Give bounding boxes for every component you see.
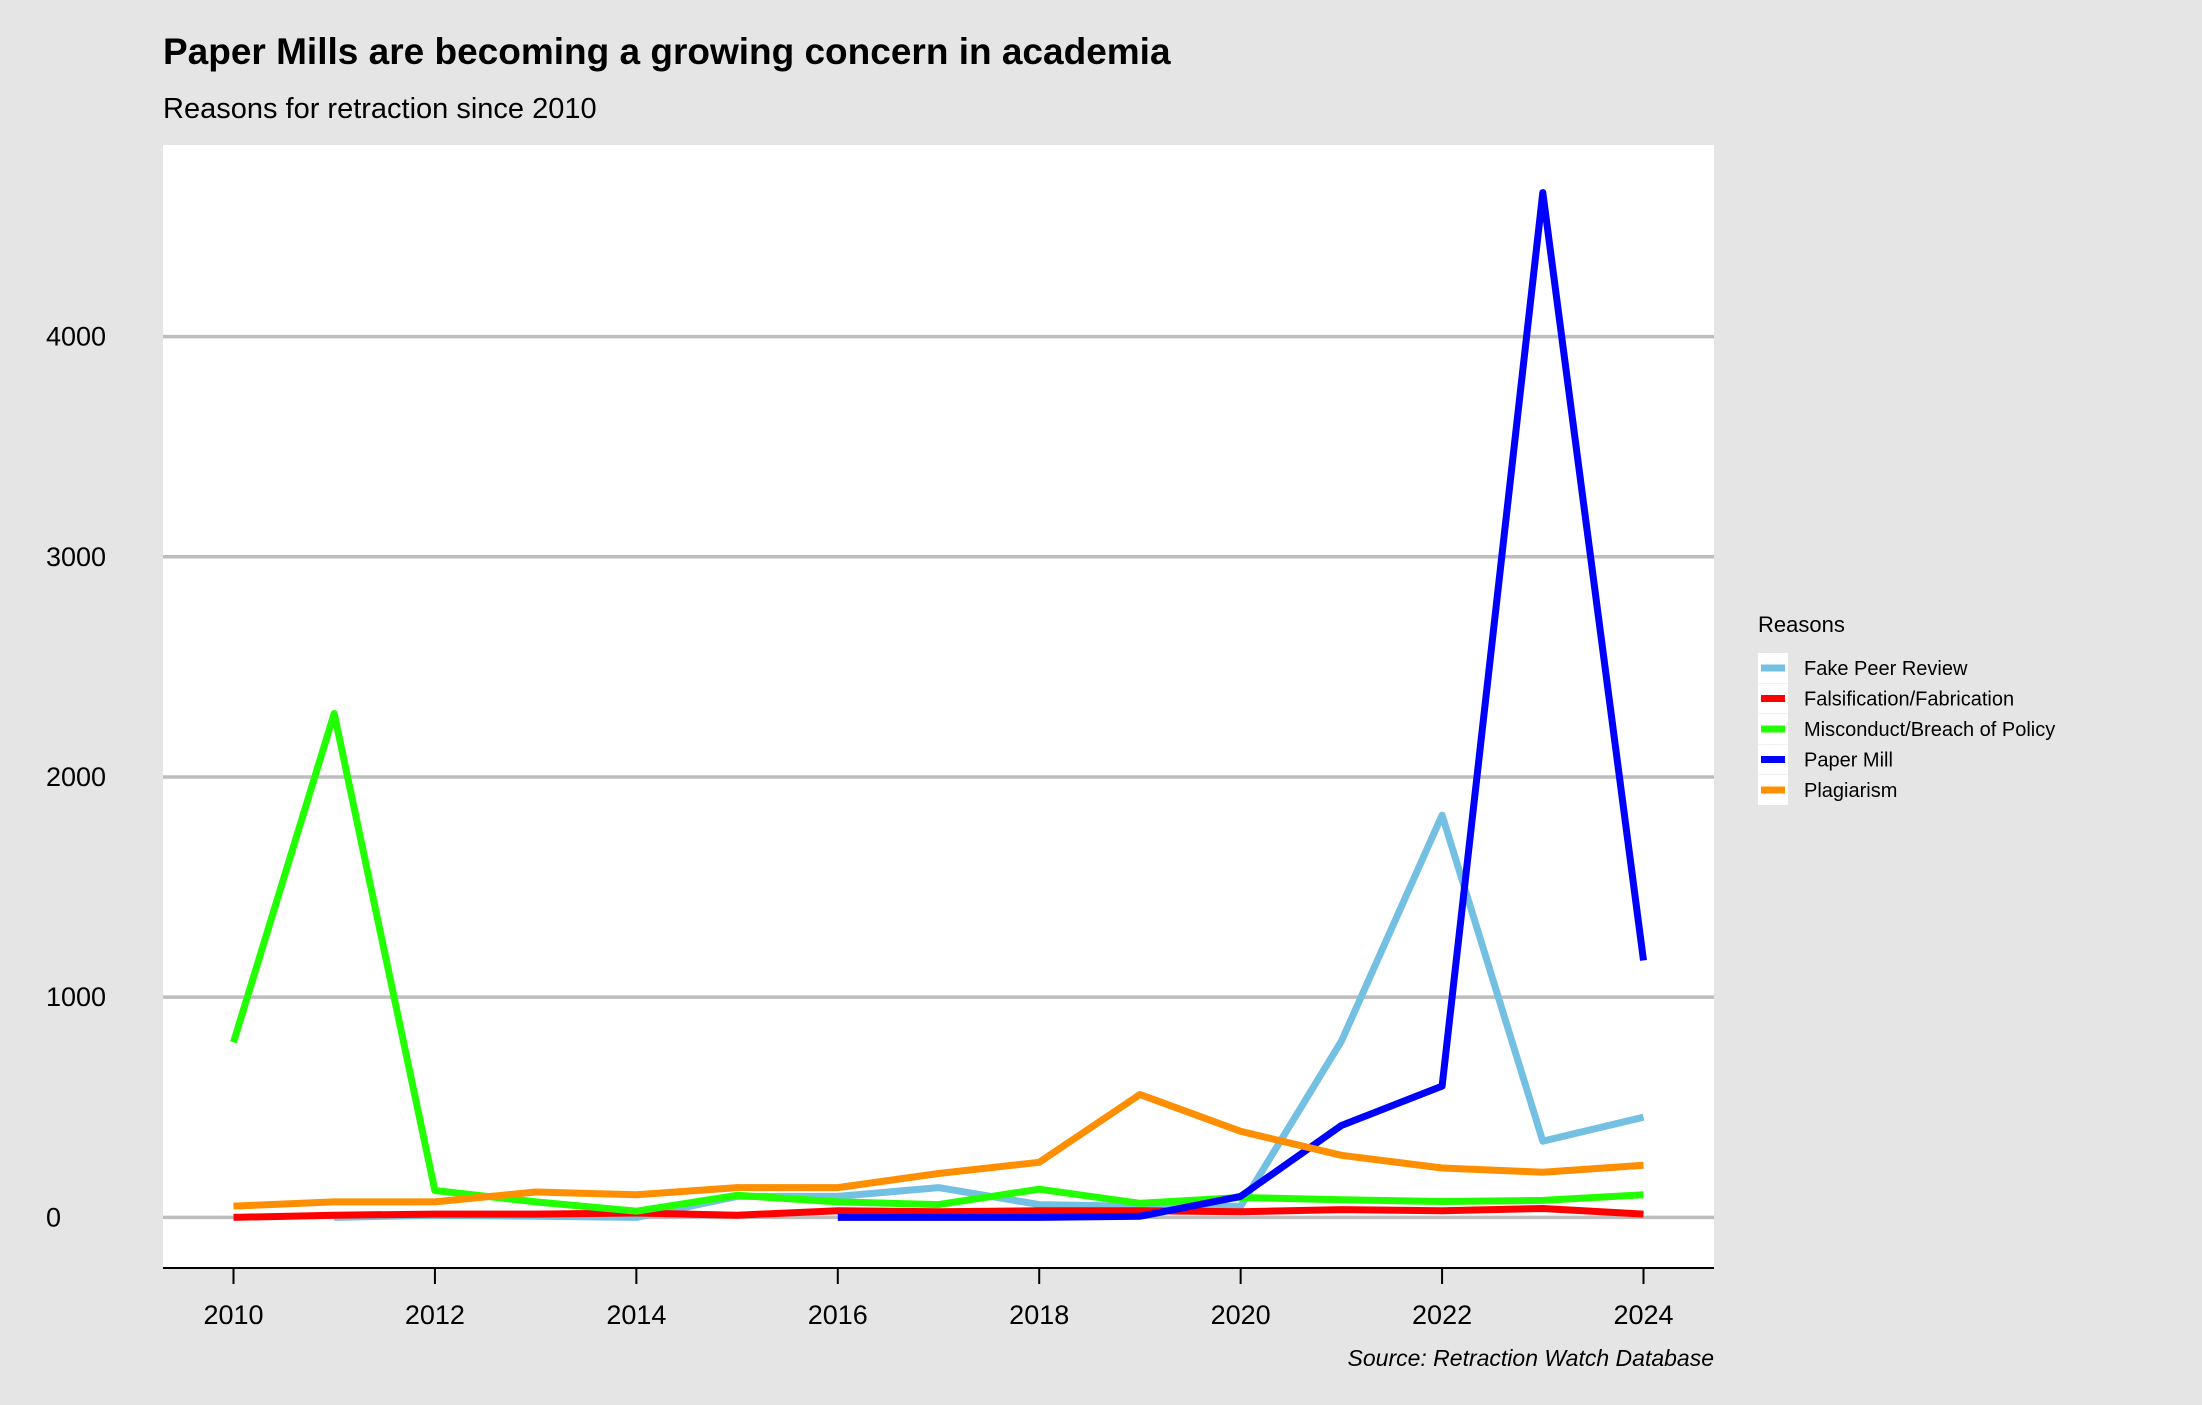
legend-label: Misconduct/Breach of Policy (1804, 719, 2055, 741)
x-tick-label: 2022 (1412, 1300, 1472, 1330)
chart-caption: Source: Retraction Watch Database (1348, 1345, 1714, 1371)
y-tick-label: 1000 (46, 982, 106, 1012)
y-tick-label: 2000 (46, 762, 106, 792)
x-tick-label: 2018 (1009, 1300, 1069, 1330)
series-line-plagiarism (233, 1091, 1644, 1210)
legend-label: Fake Peer Review (1804, 658, 1968, 680)
chart-subtitle: Reasons for retraction since 2010 (163, 93, 597, 125)
x-tick-label: 2014 (606, 1300, 666, 1330)
x-tick-label: 2016 (808, 1300, 868, 1330)
x-tick-label: 2012 (405, 1300, 465, 1330)
legend-label: Paper Mill (1804, 750, 1893, 772)
legend: Reasons Fake Peer Review Falsification/Fa… (1758, 612, 2055, 805)
x-tick-label: 2010 (203, 1300, 263, 1330)
series-line-misconduct-breach-of-policy (230, 710, 1644, 1215)
x-tick-label: 2020 (1211, 1300, 1271, 1330)
y-tick-label: 0 (46, 1202, 61, 1232)
y-tick-label: 3000 (46, 542, 106, 572)
legend-label: Falsification/Fabrication (1804, 689, 2014, 711)
y-tick-label: 4000 (46, 322, 106, 352)
plot-panel (163, 145, 1714, 1268)
legend-label: Plagiarism (1804, 780, 1897, 802)
series-line-falsification-fabrication (233, 1205, 1644, 1221)
series-line-paper-mill (837, 189, 1647, 1221)
chart-title: Paper Mills are becoming a growing conce… (163, 31, 1171, 72)
x-tick-label: 2024 (1613, 1300, 1673, 1330)
legend-title: Reasons (1758, 612, 1845, 637)
